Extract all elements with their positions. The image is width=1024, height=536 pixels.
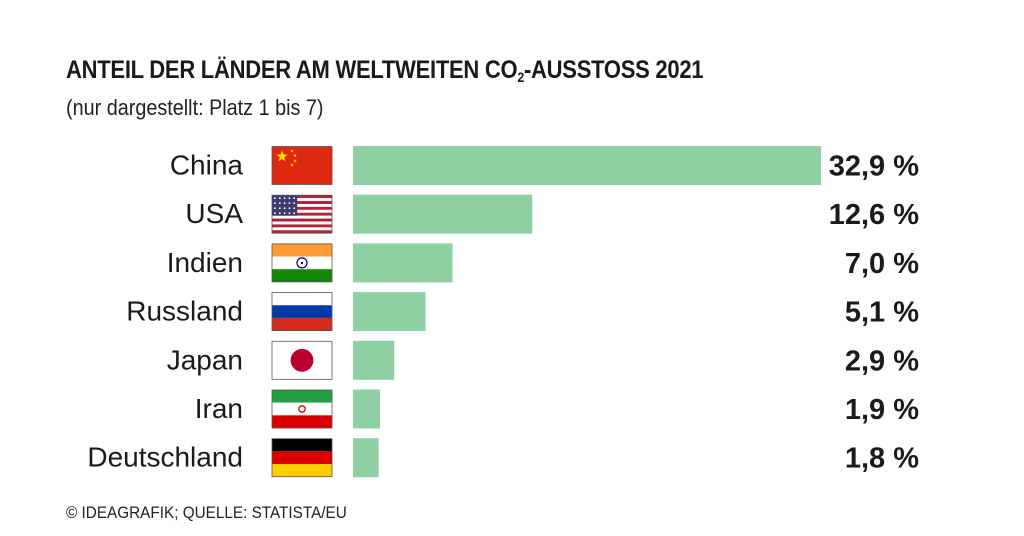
india-flag-icon <box>271 243 333 283</box>
category-label: USA <box>185 198 243 229</box>
chart-title: ANTEIL DER LÄNDER AM WELTWEITEN CO2-AUSS… <box>66 56 704 85</box>
iran-flag-icon <box>271 389 333 429</box>
category-label: China <box>170 150 244 181</box>
usa-flag-icon <box>271 194 333 234</box>
value-label: 2,9 % <box>845 345 919 377</box>
category-label: Russland <box>126 296 243 327</box>
japan-flag-icon <box>271 340 333 380</box>
bar <box>353 292 426 332</box>
bar <box>353 340 395 380</box>
value-label: 1,9 % <box>845 394 919 426</box>
value-label: 5,1 % <box>845 297 919 329</box>
source-footer: © IDEAGRAFIK; QUELLE: STATISTA/EU <box>66 503 347 522</box>
bar <box>353 389 381 429</box>
title-subscript: 2 <box>517 69 524 85</box>
germany-flag-icon <box>271 438 333 478</box>
china-flag-icon <box>271 146 333 185</box>
bar <box>353 194 533 234</box>
category-label: Japan <box>167 344 243 375</box>
title-rest: -AUSSTOSS 2021 <box>523 56 704 84</box>
value-label: 12,6 % <box>829 199 919 231</box>
value-label: 7,0 % <box>845 248 919 280</box>
chart-subtitle: (nur dargestellt: Platz 1 bis 7) <box>66 95 324 120</box>
russia-flag-icon <box>271 292 333 332</box>
value-label: 1,8 % <box>845 443 919 475</box>
category-label: Indien <box>167 247 243 278</box>
bar <box>353 438 379 478</box>
bar <box>353 243 453 283</box>
bar <box>353 146 821 185</box>
category-label: Deutschland <box>87 442 243 473</box>
category-label: Iran <box>195 393 243 424</box>
title-main: ANTEIL DER LÄNDER AM WELTWEITEN CO <box>66 56 518 84</box>
value-label: 32,9 % <box>829 151 919 183</box>
